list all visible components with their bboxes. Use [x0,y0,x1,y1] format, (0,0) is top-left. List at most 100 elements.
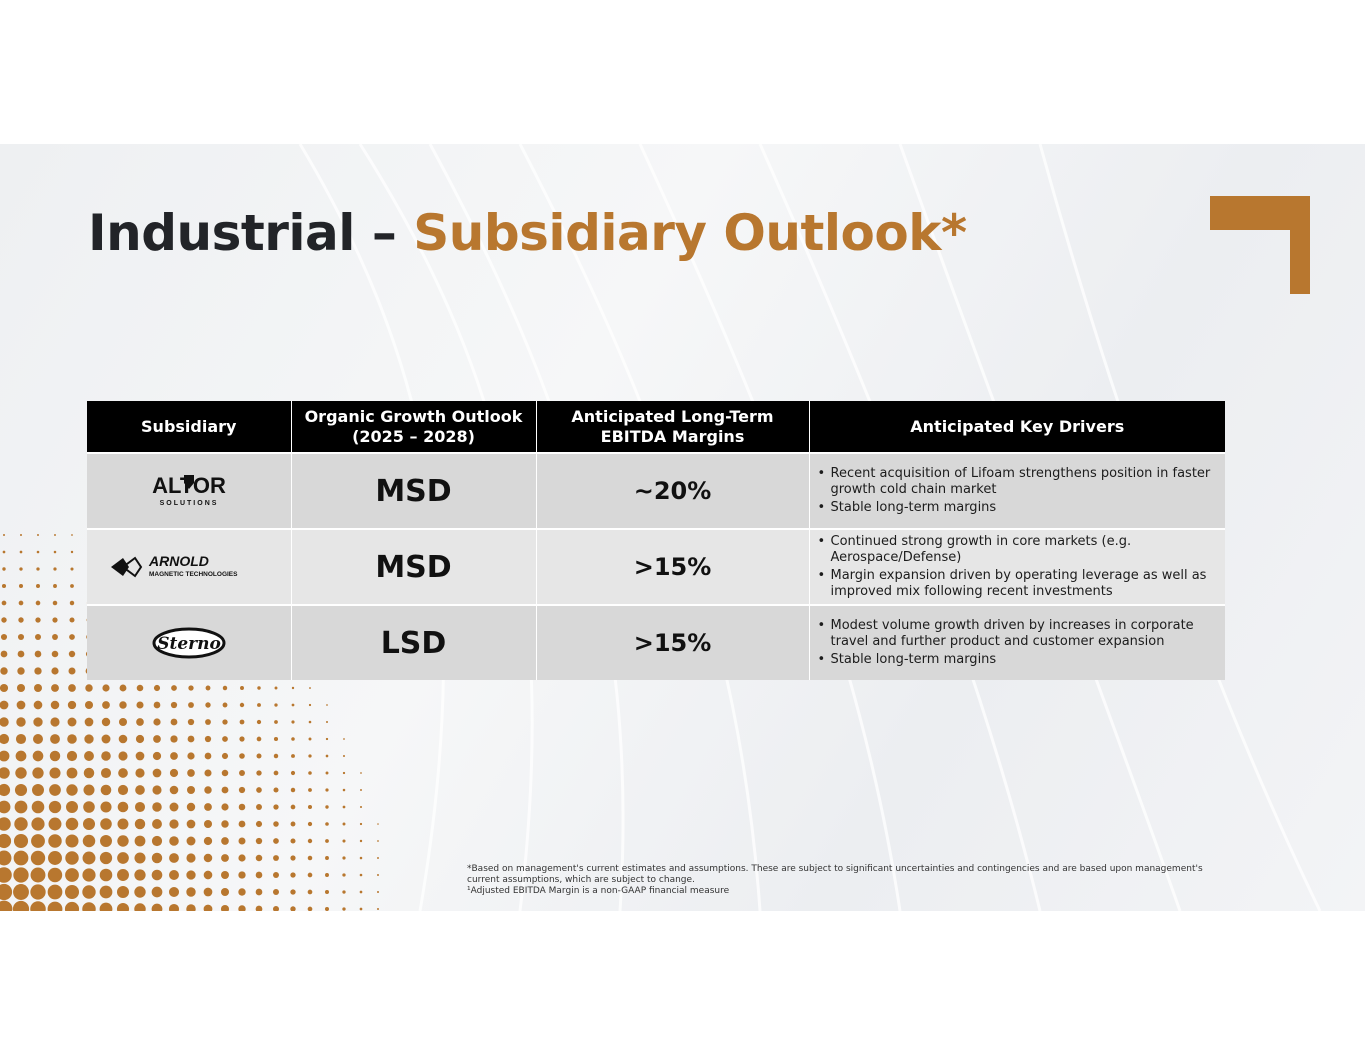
decorative-dot [324,906,330,911]
decorative-dot [256,770,262,776]
decorative-dot [205,719,211,725]
decorative-dot [1,617,7,623]
decorative-dot [66,767,78,779]
decorative-dot [64,901,80,911]
decorative-dot [360,772,362,774]
decorative-dot [376,907,380,911]
decorative-dot [342,856,346,860]
footnote-ebitda: ¹Adjusted EBITDA Margin is a non-GAAP fi… [467,886,730,896]
decorative-dot [343,738,345,740]
decorative-dot [0,900,13,911]
table-row: Sterno LSD >15% • Modest volume growth dr… [87,604,1225,680]
subsidiary-cell: Sterno [87,604,292,680]
decorative-dot [205,702,211,708]
decorative-dot [30,867,46,883]
decorative-dot [272,888,280,896]
decorative-dot [222,702,228,708]
decorative-dot [255,854,263,862]
decorative-dot [33,734,43,744]
driver-item: • Stable long-term margins [817,652,997,667]
decorative-dot [325,805,329,809]
decorative-dot [186,836,196,846]
decorative-dot [255,820,263,828]
decorative-dot [16,700,26,710]
decorative-dot [66,801,78,813]
table-row: ALTOR SOLUTIONS MSD ~20% •Recent acquisi… [87,452,1225,529]
decorative-dot [186,802,196,812]
altor-logo: ALTOR SOLUTIONS [152,473,226,507]
decorative-dot [99,851,113,865]
decorative-dot [171,685,177,691]
decorative-dot [47,867,63,883]
decorative-dot [342,839,346,843]
decorative-dot [82,885,96,899]
decorative-dot [69,617,75,623]
header-organic-growth: Organic Growth Outlook (2025 – 2028) [291,401,537,453]
decorative-dot [204,752,212,760]
decorative-dot [0,883,13,901]
decorative-dot [221,786,229,794]
arnold-logo: ARNOLD MAGNETIC TECHNOLOGIES [110,553,238,578]
subsidiary-cell: ARNOLD MAGNETIC TECHNOLOGIES [87,528,292,605]
decorative-dot [222,719,228,725]
decorative-dot [186,853,196,863]
decorative-dot [65,834,79,848]
decorative-dot [307,821,313,827]
decorative-dot [203,870,213,880]
decorative-dot [170,752,178,760]
header-subsidiary: Subsidiary [87,401,292,453]
decorative-dot [36,584,40,588]
decorative-dot [100,835,112,847]
decorative-dot [274,686,278,690]
footnote: *Based on management's current estimates… [467,864,1207,897]
decorative-dot [34,684,42,692]
decorative-dot [0,800,11,814]
decorative-dot [0,650,8,658]
decorative-dot [205,685,211,691]
table-header-row: Subsidiary Organic Growth Outlook (2025 –… [87,401,1225,453]
decorative-dot [14,783,28,797]
decorative-dot [85,684,93,692]
slide: Industrial – Subsidiary Outlook* Subsidi… [0,144,1365,911]
decorative-dot [84,700,94,710]
decorative-dot [17,633,25,641]
decorative-dot [290,855,296,861]
decorative-dot [168,903,180,911]
decorative-dot [136,718,144,726]
decorative-dot [290,872,296,878]
decorative-dot [67,734,77,744]
decorative-dot [307,872,313,878]
decorative-dot [291,737,295,741]
decorative-dot [151,903,163,911]
decorative-dot [99,868,113,882]
decorative-dot [342,907,346,911]
decorative-dot [152,751,162,761]
decorative-dot [325,856,329,860]
decorative-dot [239,753,245,759]
decorative-dot [48,817,62,831]
decorative-dot [53,567,57,571]
decorative-dot [82,868,96,882]
decorative-dot [273,787,279,793]
decorative-dot [15,750,27,762]
decorative-dot [2,567,6,571]
decorative-dot [239,719,245,725]
decorative-dot [377,891,379,893]
decorative-dot [50,700,60,710]
decorative-dot [134,869,146,881]
decorative-dot [35,617,41,623]
decorative-dot [359,805,363,809]
decorative-dot [238,854,246,862]
decorative-dot [342,890,346,894]
decorative-dot [65,851,79,865]
decorative-dot [204,803,212,811]
sterno-logo: Sterno [152,627,226,659]
decorative-dot [31,817,45,831]
decorative-dot [100,784,112,796]
decorative-dot [0,867,12,883]
decorative-dot [49,767,61,779]
decorative-dot [255,905,263,911]
decorative-dot [134,835,146,847]
decorative-dot [52,617,58,623]
decorative-dot [135,751,145,761]
